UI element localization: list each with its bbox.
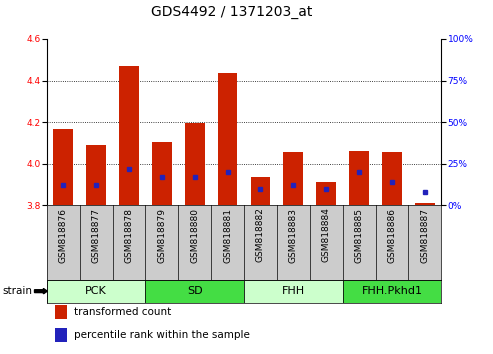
Text: GSM818883: GSM818883 bbox=[289, 207, 298, 263]
Bar bbox=[415, 203, 435, 205]
Bar bbox=[317, 182, 336, 205]
Text: GSM818884: GSM818884 bbox=[322, 207, 331, 262]
Bar bbox=[283, 152, 303, 205]
Bar bbox=[244, 280, 343, 303]
Text: GSM818879: GSM818879 bbox=[157, 207, 166, 263]
Bar bbox=[382, 152, 402, 205]
Text: GSM818878: GSM818878 bbox=[125, 207, 134, 263]
Text: GSM818886: GSM818886 bbox=[387, 207, 396, 263]
Text: PCK: PCK bbox=[85, 286, 107, 296]
Bar bbox=[47, 280, 145, 303]
Bar bbox=[145, 280, 244, 303]
Text: FHH.Pkhd1: FHH.Pkhd1 bbox=[361, 286, 423, 296]
Text: GSM818882: GSM818882 bbox=[256, 207, 265, 262]
Text: strain: strain bbox=[2, 286, 33, 296]
Text: SD: SD bbox=[187, 286, 203, 296]
Text: GSM818885: GSM818885 bbox=[354, 207, 363, 263]
Text: GSM818877: GSM818877 bbox=[92, 207, 101, 263]
Bar bbox=[119, 66, 139, 205]
Text: percentile rank within the sample: percentile rank within the sample bbox=[74, 330, 250, 340]
Bar bbox=[218, 73, 238, 205]
Bar bbox=[86, 145, 106, 205]
Text: FHH: FHH bbox=[282, 286, 305, 296]
Text: GSM818881: GSM818881 bbox=[223, 207, 232, 263]
Bar bbox=[185, 123, 205, 205]
Bar bbox=[55, 306, 67, 319]
Text: GDS4492 / 1371203_at: GDS4492 / 1371203_at bbox=[151, 5, 313, 19]
Text: GSM818876: GSM818876 bbox=[59, 207, 68, 263]
Bar bbox=[53, 130, 73, 205]
Bar bbox=[349, 151, 369, 205]
Text: GSM818880: GSM818880 bbox=[190, 207, 199, 263]
Bar bbox=[55, 329, 67, 342]
Text: transformed count: transformed count bbox=[74, 307, 172, 317]
Bar bbox=[152, 142, 172, 205]
Bar bbox=[250, 177, 270, 205]
Bar bbox=[343, 280, 441, 303]
Text: GSM818887: GSM818887 bbox=[421, 207, 429, 263]
